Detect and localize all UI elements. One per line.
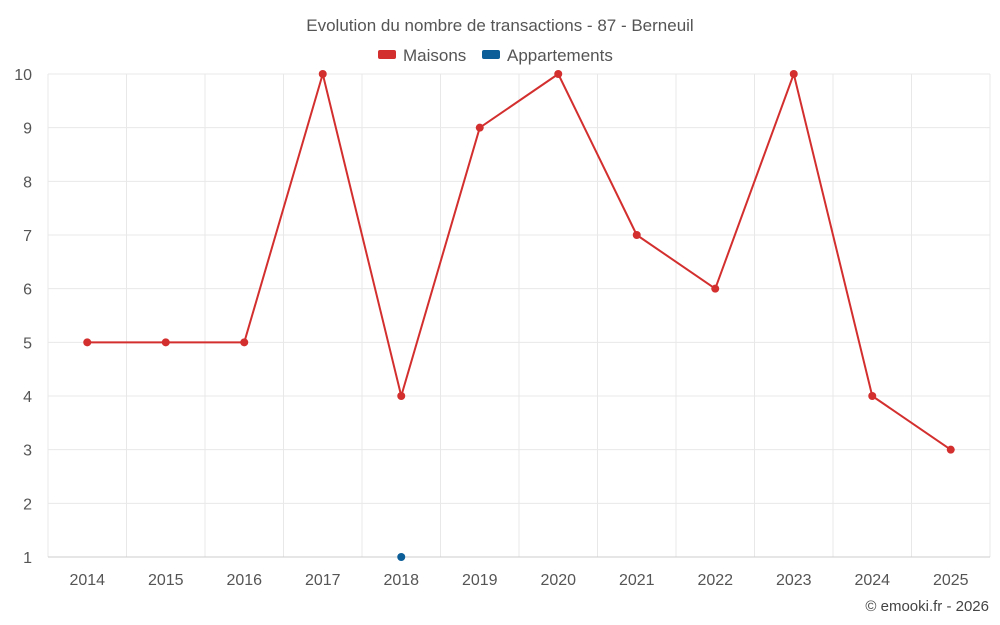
data-point-maisons[interactable] [83, 338, 92, 347]
legend-item-maisons[interactable]: Maisons [378, 46, 466, 65]
data-point-maisons[interactable] [161, 338, 170, 347]
y-tick-label: 6 [23, 282, 32, 299]
y-tick-label: 7 [23, 228, 32, 245]
y-tick-label: 9 [23, 121, 32, 138]
legend: Maisons Appartements [378, 46, 613, 65]
data-point-maisons[interactable] [318, 70, 327, 78]
data-point-maisons[interactable] [475, 123, 484, 132]
x-tick-label: 2018 [383, 572, 419, 589]
x-tick-label: 2021 [619, 572, 655, 589]
x-tick-label: 2025 [933, 572, 969, 589]
y-tick-label: 5 [23, 335, 32, 352]
data-point-maisons[interactable] [946, 445, 955, 454]
x-axis-ticks: 2014 2015 2016 2017 2018 2019 2020 2021 2022 2023… [69, 572, 968, 589]
series-line-maisons [87, 73, 952, 451]
y-tick-label: 10 [14, 67, 32, 84]
chart-title: Evolution du nombre de transactions - 87… [306, 16, 693, 35]
y-tick-label: 4 [23, 389, 32, 406]
legend-swatch-appartements [482, 50, 500, 59]
vertical-gridlines [47, 74, 991, 557]
legend-swatch-maisons [378, 50, 396, 59]
x-tick-label: 2022 [697, 572, 733, 589]
legend-label-maisons: Maisons [403, 46, 466, 65]
data-point-maisons[interactable] [632, 231, 641, 239]
x-tick-label: 2020 [540, 572, 576, 589]
data-point-maisons[interactable] [868, 392, 877, 400]
x-tick-label: 2023 [776, 572, 812, 589]
x-tick-label: 2019 [462, 572, 498, 589]
x-tick-label: 2024 [854, 572, 890, 589]
x-tick-label: 2017 [305, 572, 341, 589]
legend-item-appartements[interactable]: Appartements [482, 46, 613, 65]
horizontal-gridlines [48, 73, 990, 504]
data-point-appartements[interactable] [397, 553, 406, 561]
legend-label-appartements: Appartements [507, 46, 613, 65]
x-tick-label: 2015 [148, 572, 184, 589]
data-point-maisons[interactable] [397, 392, 406, 400]
data-point-maisons[interactable] [554, 70, 563, 78]
y-tick-label: 1 [23, 550, 32, 567]
data-point-maisons[interactable] [240, 338, 249, 347]
credit-text: © emooki.fr - 2026 [865, 598, 989, 615]
x-tick-label: 2016 [226, 572, 262, 589]
data-point-maisons[interactable] [711, 284, 720, 293]
y-tick-label: 2 [23, 496, 32, 513]
y-tick-label: 8 [23, 174, 32, 191]
data-point-maisons[interactable] [789, 70, 798, 78]
series-layer [83, 70, 955, 561]
y-axis-ticks: 1 2 3 4 5 6 7 8 9 10 [14, 67, 32, 567]
y-tick-label: 3 [23, 443, 32, 460]
x-tick-label: 2014 [69, 572, 105, 589]
